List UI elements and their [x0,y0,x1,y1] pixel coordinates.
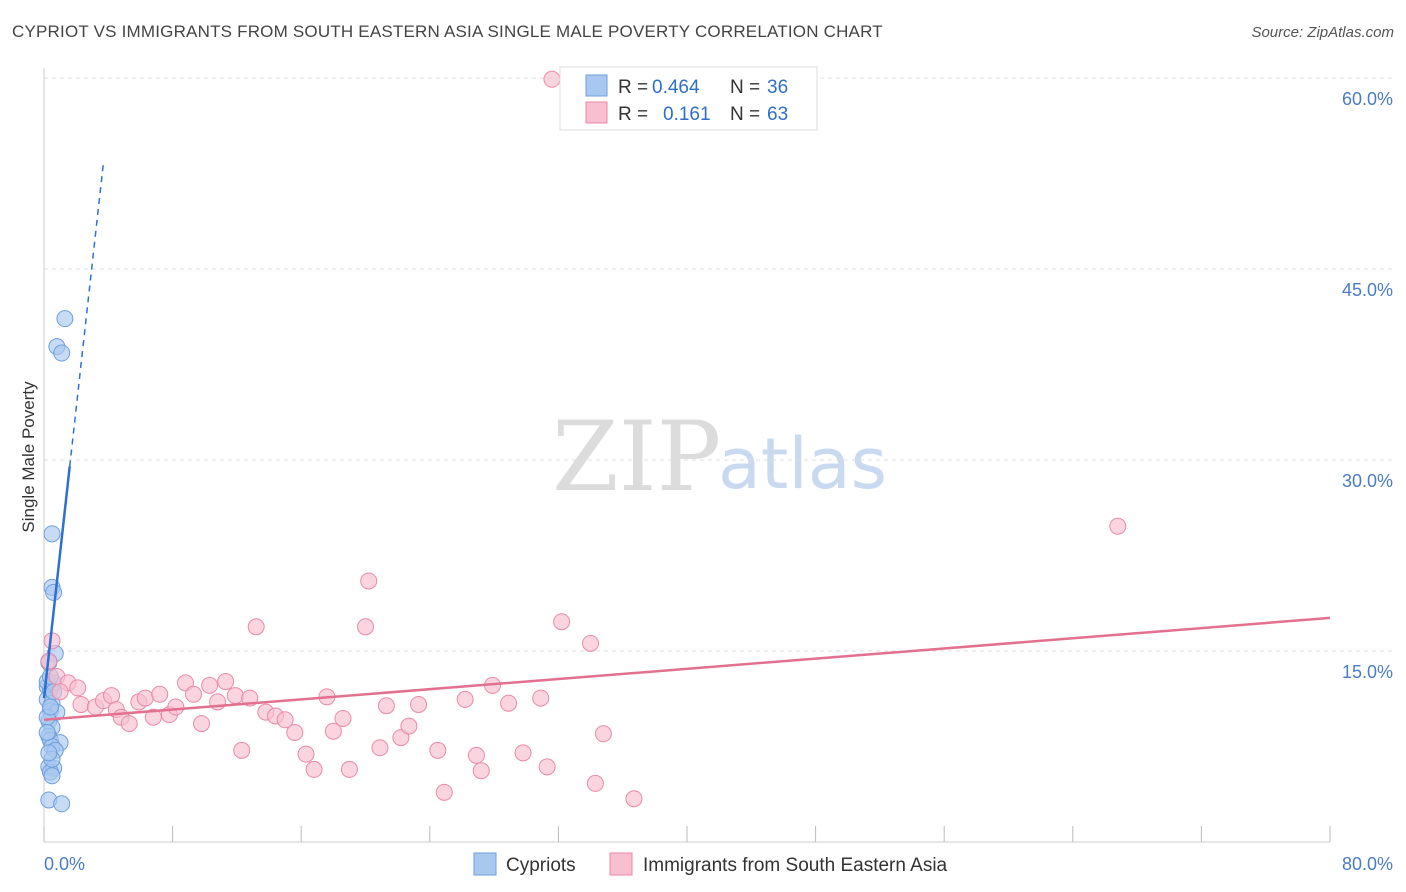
scatter-point [41,698,59,716]
scatter-point [625,790,643,808]
chart-title: CYPRIOT VS IMMIGRANTS FROM SOUTH EASTERN… [12,22,883,41]
scatter-point [40,744,58,762]
watermark-atlas: atlas [718,423,887,505]
scatter-point [472,762,490,780]
scatter-point [357,618,374,636]
scatter-point [69,679,87,697]
scatter-point [594,725,612,743]
scatter-point [305,760,323,778]
bottom-legend-label-immigrants: Immigrants from South Eastern Asia [643,855,948,876]
scatter-point [500,694,518,712]
scatter-point [1109,517,1127,535]
scatter-point [38,723,56,741]
scatter-point [276,711,294,729]
scatter-point [435,783,453,801]
scatter-point [201,676,219,694]
scatter-point [45,583,63,601]
x-tick-label-max: 80.0% [1342,854,1393,874]
scatter-point [43,767,61,785]
scatter-point [297,745,315,763]
trendlines [42,162,1331,722]
x-tick-label-min: 0.0% [44,854,85,874]
scatter-point [43,525,61,543]
scatter-point [467,746,485,764]
scatter-point [286,723,304,741]
scatter-point [514,744,532,762]
scatter-point [410,695,428,713]
scatter-point [360,572,378,590]
legend-n-value-immigrants: 63 [767,104,788,125]
scatter-point [400,717,418,735]
trendline-immigrants [43,616,1331,722]
legend-r-label-immigrants: R = [618,104,648,125]
legend-n-label-immigrants: N = [730,104,760,125]
legend-r-value-immigrants: 0.161 [663,104,711,125]
legend-swatch-cypriots [585,74,608,97]
source-label: Source: ZipAtlas.com [1251,24,1394,41]
bottom-legend-label-cypriots: Cypriots [506,855,576,876]
legend-n-value-cypriots: 36 [767,77,788,98]
scatter-point [226,687,244,705]
scatter-point [217,673,235,691]
scatter-point [56,310,74,328]
scatter-point [247,618,265,636]
legend-r-label-cypriots: R = [618,77,648,98]
y-axis-label: Single Male Poverty [19,381,38,533]
scatter-point [136,689,154,707]
scatter-point [53,344,71,362]
series-immigrants [40,70,1127,808]
trendline-cypriots [42,466,71,699]
scatter-point [233,741,251,759]
scatter-point [120,715,138,733]
scatter-point [324,722,342,740]
bottom-legend-swatch-immigrants [609,852,633,876]
scatter-point [371,739,389,757]
scatter-point [429,741,447,759]
x-tick-labels: 0.0% 80.0% [44,854,1393,874]
y-tick-label: 30.0% [1342,471,1393,491]
scatter-point [532,689,550,707]
scatter-point [334,709,352,727]
bottom-legend-swatch-cypriots [473,852,497,876]
stats-legend: R = 0.464 N = 36 R = 0.161 N = 63 [559,66,818,131]
scatter-points [38,70,1127,813]
scatter-point [184,685,202,703]
scatter-point [582,634,600,652]
y-tick-labels: 15.0% 30.0% 45.0% 60.0% [1342,89,1393,682]
scatter-point [167,698,185,716]
scatter-point [456,690,474,708]
y-tick-label: 15.0% [1342,662,1393,682]
scatter-point [53,795,71,813]
series-legend: Cypriots Immigrants from South Eastern A… [473,852,948,876]
scatter-point [377,697,395,715]
scatter-point [543,70,561,88]
scatter-point [553,613,571,631]
scatter-point [72,695,90,713]
legend-swatch-immigrants [585,101,608,124]
watermark-zip: ZIP [552,401,721,513]
gridlines [44,77,1393,652]
scatter-point [151,685,169,703]
scatter-point [193,715,211,733]
scatter-point [51,683,69,701]
legend-n-label-cypriots: N = [730,77,760,98]
y-tick-label: 45.0% [1342,280,1393,300]
scatter-point [538,758,556,776]
scatter-point [340,760,358,778]
trendline-cypriots-extension [68,162,105,467]
y-tick-label: 60.0% [1342,89,1393,109]
legend-r-value-cypriots: 0.464 [652,77,700,98]
scatter-point [586,774,604,792]
